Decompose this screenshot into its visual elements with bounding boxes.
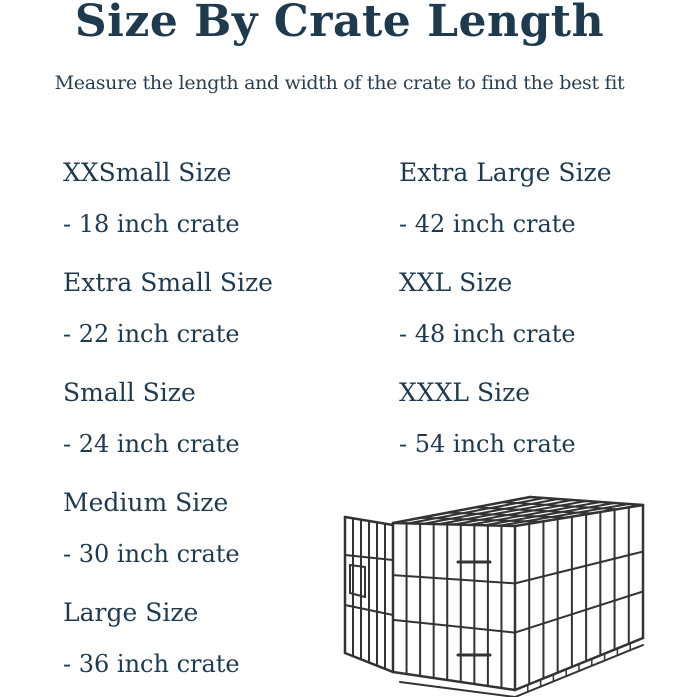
- size-value: - 22 inch crate: [63, 320, 240, 348]
- size-name: XXXL Size: [399, 378, 531, 407]
- size-name: Extra Large Size: [399, 158, 612, 187]
- size-value: - 30 inch crate: [63, 540, 240, 568]
- size-item-xxl: XXL Size - 48 inch crate: [399, 268, 576, 349]
- crate-icon: [343, 495, 645, 697]
- size-value: - 36 inch crate: [63, 650, 240, 678]
- size-item-xxsmall: XXSmall Size - 18 inch crate: [63, 158, 240, 239]
- size-item-small: Small Size - 24 inch crate: [63, 378, 240, 459]
- size-item-medium: Medium Size - 30 inch crate: [63, 488, 240, 569]
- subtitle: Measure the length and width of the crat…: [54, 72, 625, 94]
- size-item-xxxl: XXXL Size - 54 inch crate: [399, 378, 576, 459]
- size-item-extra-large: Extra Large Size - 42 inch crate: [399, 158, 612, 239]
- size-item-extra-small: Extra Small Size - 22 inch crate: [63, 268, 273, 349]
- size-name: Extra Small Size: [63, 268, 273, 297]
- page-title: Size By Crate Length: [74, 0, 605, 47]
- size-value: - 54 inch crate: [399, 430, 576, 458]
- size-item-large: Large Size - 36 inch crate: [63, 598, 240, 679]
- size-value: - 18 inch crate: [63, 210, 240, 238]
- crate-wireframe: [343, 495, 645, 697]
- size-name: Small Size: [63, 378, 196, 407]
- size-value: - 24 inch crate: [63, 430, 240, 458]
- size-name: XXSmall Size: [63, 158, 232, 187]
- size-value: - 48 inch crate: [399, 320, 576, 348]
- size-name: Large Size: [63, 598, 199, 627]
- size-name: Medium Size: [63, 488, 229, 517]
- size-name: XXL Size: [399, 268, 513, 297]
- size-value: - 42 inch crate: [399, 210, 576, 238]
